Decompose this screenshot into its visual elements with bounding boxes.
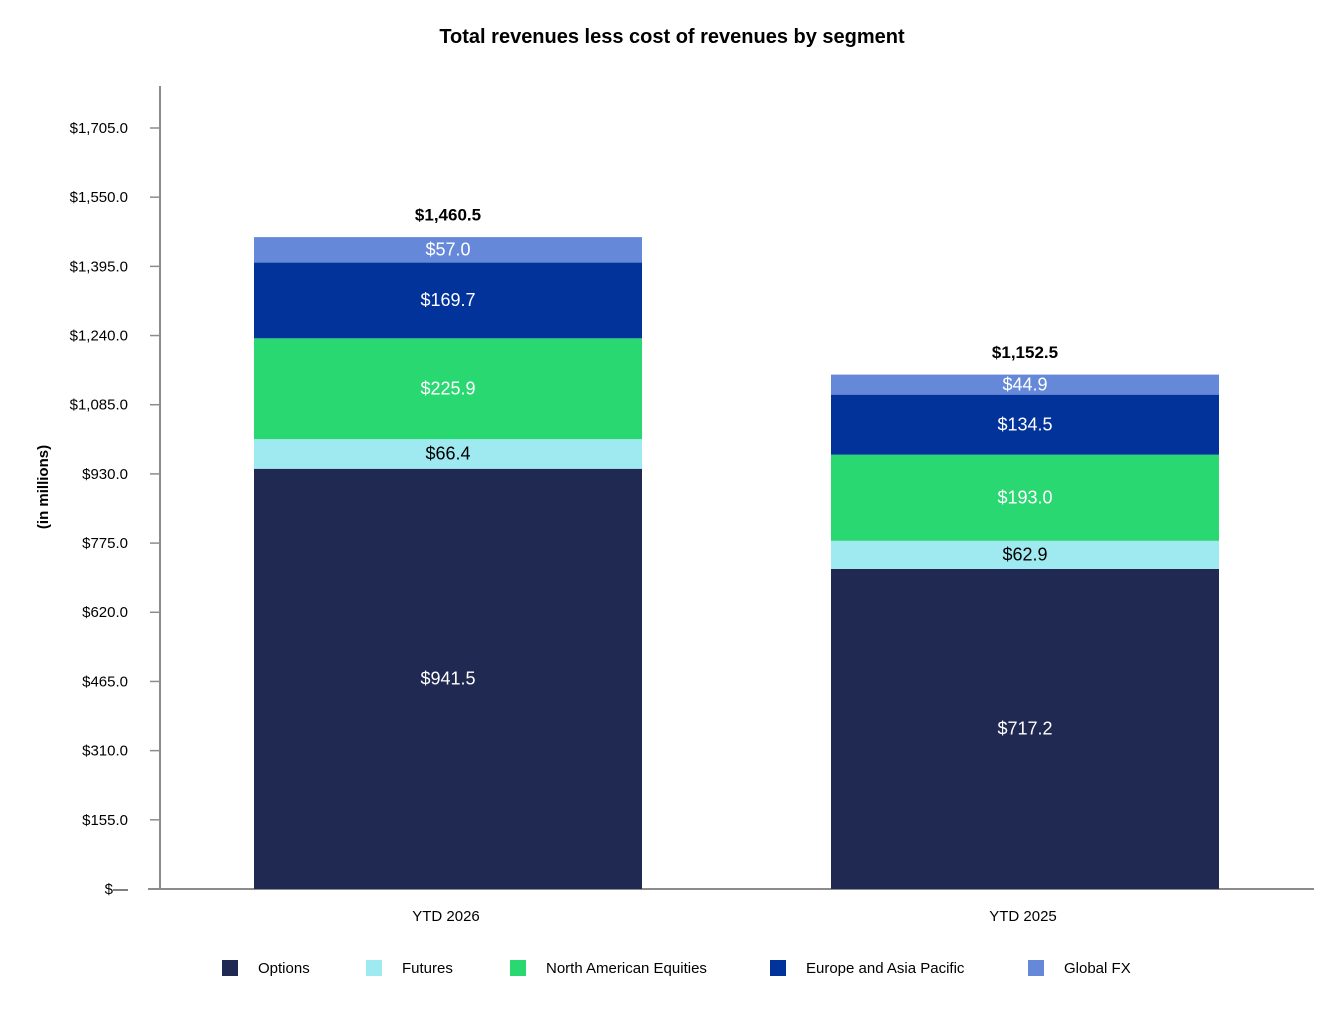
chart-legend: Options Futures North American Equities Eur… xyxy=(0,958,1344,982)
bar-value-label: $134.5 xyxy=(997,414,1052,434)
y-tick-label: $1,550.0 xyxy=(70,189,128,206)
legend-item: Global FX xyxy=(1028,958,1131,978)
y-tick-label: $620.0 xyxy=(82,604,128,621)
bar-segment xyxy=(831,568,1219,889)
bar-total-label: $1,152.5 xyxy=(992,343,1058,362)
legend-label: Global FX xyxy=(1064,959,1131,977)
legend-swatch xyxy=(366,960,382,976)
legend-item: Futures xyxy=(366,958,453,978)
bar-segment xyxy=(254,338,642,440)
bar-value-label: $941.5 xyxy=(420,669,475,689)
bar-total-label: $1,460.5 xyxy=(415,206,481,225)
y-tick-label: $465.0 xyxy=(82,673,128,690)
bar-segment xyxy=(254,468,642,889)
legend-swatch xyxy=(1028,960,1044,976)
y-tick-label: $155.0 xyxy=(82,812,128,829)
x-tick-label: YTD 2025 xyxy=(989,908,1057,925)
legend-label: Europe and Asia Pacific xyxy=(806,959,965,977)
legend-swatch xyxy=(222,960,238,976)
y-tick-label: $775.0 xyxy=(82,535,128,552)
bar-value-label: $66.4 xyxy=(425,444,470,464)
y-tick-label: $1,240.0 xyxy=(70,328,128,345)
legend-swatch xyxy=(770,960,786,976)
y-tick-label: $1,085.0 xyxy=(70,397,128,414)
bar-value-label: $44.9 xyxy=(1002,374,1047,394)
bar-value-label: $225.9 xyxy=(420,378,475,398)
chart-title: Total revenues less cost of revenues by … xyxy=(439,26,905,48)
y-tick-label: $1,395.0 xyxy=(70,258,128,275)
bar-value-label: $717.2 xyxy=(997,719,1052,739)
legend-swatch xyxy=(510,960,526,976)
y-tick-label: $310.0 xyxy=(82,743,128,760)
bar-segment xyxy=(254,262,642,339)
bar-segment xyxy=(831,374,1219,395)
bar-value-label: $57.0 xyxy=(425,240,470,260)
bar-value-label: $62.9 xyxy=(1002,545,1047,565)
legend-item: Europe and Asia Pacific xyxy=(770,958,964,978)
legend-item: Options xyxy=(222,958,310,978)
bar-segment xyxy=(831,540,1219,569)
bar-value-label: $193.0 xyxy=(997,487,1052,507)
y-tick-label: $— xyxy=(105,881,128,898)
bar-segment xyxy=(831,394,1219,455)
legend-label: Futures xyxy=(402,959,453,977)
y-tick-label: $1,705.0 xyxy=(70,120,128,137)
x-tick-label: YTD 2026 xyxy=(412,908,480,925)
bar-value-label: $169.7 xyxy=(420,290,475,310)
y-axis-label: (in millions) xyxy=(35,445,52,529)
legend-item: North American Equities xyxy=(510,958,707,978)
y-tick-label: $930.0 xyxy=(82,466,128,483)
legend-label: North American Equities xyxy=(546,959,707,977)
bar-segment xyxy=(831,454,1219,541)
bar-segment xyxy=(254,439,642,469)
legend-label: Options xyxy=(258,959,310,977)
bar-segment xyxy=(254,237,642,263)
